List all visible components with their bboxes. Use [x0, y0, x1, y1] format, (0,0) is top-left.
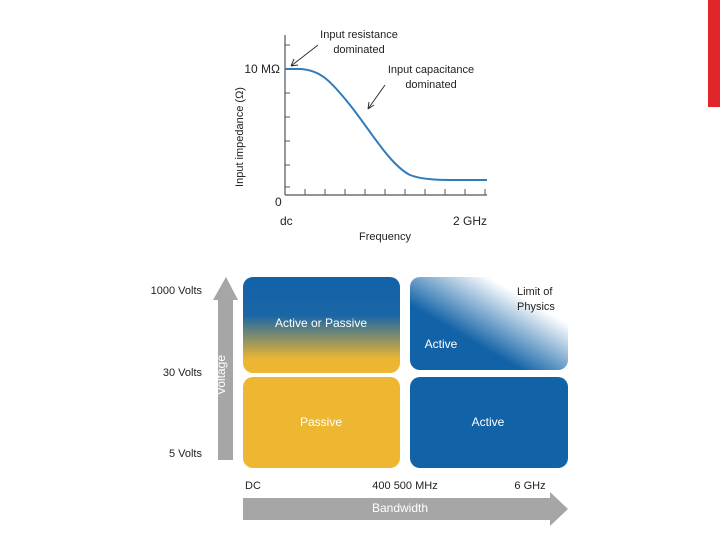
y-label: 5 Volts — [169, 448, 203, 460]
impedance-curve — [285, 68, 488, 182]
x-label: DC — [245, 480, 261, 492]
x-right-label: 2 GHz — [453, 214, 487, 228]
bandwidth-arrow — [243, 492, 568, 526]
limit-label: Limit of — [517, 286, 553, 298]
probe-map: Voltage Bandwidth 1000 Volts 30 Volts 5 … — [151, 277, 568, 526]
region — [243, 277, 400, 373]
y-axis-label: Voltage — [214, 355, 228, 395]
region-label: Active or Passive — [275, 316, 367, 330]
x-label: 6 GHz — [514, 480, 545, 492]
y-label: 30 Volts — [163, 367, 203, 379]
annotation-line: dominated — [333, 44, 384, 56]
impedance-chart: 10 MΩ 0 dc 2 GHz Frequency Input impedan… — [234, 29, 488, 243]
y-label: 1000 Volts — [151, 285, 203, 297]
region-label: Active — [425, 337, 458, 351]
region-label: Passive — [300, 415, 342, 429]
y-bottom-label: 0 — [275, 195, 282, 209]
limit-label: Physics — [517, 301, 555, 313]
y-top-label: 10 MΩ — [244, 62, 280, 76]
x-axis-label: Bandwidth — [372, 501, 428, 515]
voltage-arrow — [213, 277, 238, 460]
region — [410, 277, 568, 370]
annotation-arrows — [290, 44, 386, 110]
x-label: 400 500 MHz — [372, 480, 437, 492]
x-axis-label: Frequency — [359, 231, 411, 243]
region-label: Active — [472, 415, 505, 429]
region — [410, 377, 568, 468]
region — [243, 377, 400, 468]
annotation-line: dominated — [405, 79, 456, 91]
x-left-label: dc — [280, 214, 293, 228]
ticks — [285, 44, 486, 195]
y-axis-label: Input impedance (Ω) — [234, 87, 246, 187]
annotation-line: Input capacitance — [388, 64, 474, 76]
annotation-line: Input resistance — [320, 29, 398, 41]
accent-bar — [708, 0, 720, 107]
